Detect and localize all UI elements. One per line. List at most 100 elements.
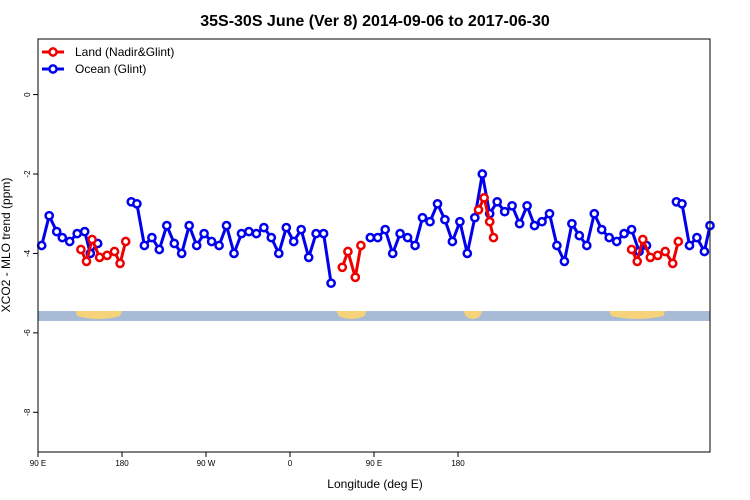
- legend-item: Ocean (Glint): [42, 62, 146, 76]
- data-point: [169, 238, 180, 249]
- ocean-band: [38, 311, 710, 321]
- data-point: [425, 216, 435, 227]
- data-point: [356, 240, 366, 251]
- data-point: [395, 228, 405, 239]
- x-axis-label: Longitude (deg E): [327, 477, 422, 491]
- data-point: [410, 240, 420, 251]
- data-point: [64, 236, 75, 247]
- data-point: [477, 169, 488, 179]
- data-point: [176, 248, 187, 259]
- data-point: [387, 248, 398, 259]
- y-tick-label: -4: [23, 249, 32, 257]
- data-point: [544, 208, 555, 219]
- data-point: [244, 226, 254, 237]
- data-point: [281, 222, 292, 233]
- data-point: [559, 256, 570, 267]
- land-patch: [609, 311, 666, 319]
- y-tick-label: -8: [23, 408, 32, 416]
- series-land-nadir-glint-: [76, 192, 684, 283]
- data-point: [596, 224, 607, 235]
- data-point: [699, 246, 710, 257]
- data-point: [337, 262, 348, 273]
- data-point: [692, 232, 702, 243]
- series-line: [477, 196, 495, 238]
- data-point: [259, 222, 269, 233]
- data-point: [120, 236, 131, 247]
- data-point: [51, 226, 62, 237]
- data-point: [251, 228, 262, 239]
- data-point: [637, 234, 648, 245]
- data-point: [479, 192, 489, 203]
- data-point: [462, 248, 473, 259]
- data-point: [507, 200, 517, 211]
- data-point: [229, 248, 239, 259]
- data-point: [221, 220, 232, 231]
- x-tick-label: 180: [115, 459, 129, 468]
- legend-label: Ocean (Glint): [75, 62, 146, 76]
- y-tick-label: -6: [23, 329, 32, 337]
- data-point: [417, 212, 428, 223]
- data-point: [380, 224, 391, 235]
- data-point: [72, 228, 83, 239]
- data-point: [365, 232, 376, 243]
- data-point: [184, 220, 195, 231]
- legend-label: Land (Nadir&Glint): [75, 45, 174, 59]
- data-point: [191, 240, 202, 251]
- data-point: [44, 210, 55, 221]
- data-point: [273, 248, 284, 259]
- data-point: [161, 220, 172, 231]
- legend-swatch-marker: [48, 64, 58, 74]
- data-point: [660, 246, 671, 257]
- data-point: [372, 232, 383, 243]
- data-point: [667, 258, 678, 269]
- series-line: [130, 200, 333, 284]
- data-point: [79, 226, 90, 237]
- data-point: [57, 232, 68, 243]
- data-point: [567, 218, 577, 229]
- data-point: [619, 228, 629, 239]
- y-tick-label: 0: [23, 92, 32, 97]
- series-ocean-glint-: [36, 169, 715, 289]
- data-point: [115, 258, 125, 269]
- data-point: [147, 232, 157, 243]
- data-point: [529, 220, 540, 231]
- data-point: [432, 198, 443, 209]
- data-point: [76, 244, 86, 255]
- data-point: [326, 278, 336, 289]
- data-point: [552, 240, 562, 251]
- x-tick-label: 90 E: [30, 459, 46, 468]
- data-point: [199, 228, 209, 239]
- legend-swatch-marker: [48, 47, 58, 57]
- data-point: [469, 212, 480, 223]
- data-point: [94, 252, 105, 263]
- plot-frame: [37, 38, 711, 453]
- x-tick-label: 180: [451, 459, 465, 468]
- land-ocean-mask: [38, 311, 710, 321]
- data-point: [632, 256, 643, 267]
- series-layer: [36, 169, 715, 289]
- data-point: [581, 240, 592, 251]
- data-point: [236, 228, 247, 239]
- data-point: [574, 230, 585, 241]
- data-point: [343, 246, 353, 257]
- data-point: [514, 218, 525, 229]
- x-tick-label: 90 E: [366, 459, 382, 468]
- data-point: [102, 250, 112, 261]
- data-point: [288, 236, 299, 247]
- data-point: [36, 240, 47, 251]
- legend: Land (Nadir&Glint) Ocean (Glint): [42, 45, 174, 76]
- data-point: [87, 234, 97, 245]
- data-point: [645, 252, 656, 263]
- data-point: [537, 216, 547, 227]
- data-point: [440, 214, 450, 225]
- data-point: [139, 240, 150, 251]
- data-point: [303, 252, 314, 263]
- data-point: [132, 198, 142, 209]
- data-point: [488, 232, 499, 243]
- data-point: [296, 224, 307, 235]
- data-point: [206, 236, 217, 247]
- land-patch: [75, 311, 122, 319]
- data-point: [626, 224, 637, 235]
- data-point: [109, 246, 120, 257]
- land-patch: [463, 311, 483, 319]
